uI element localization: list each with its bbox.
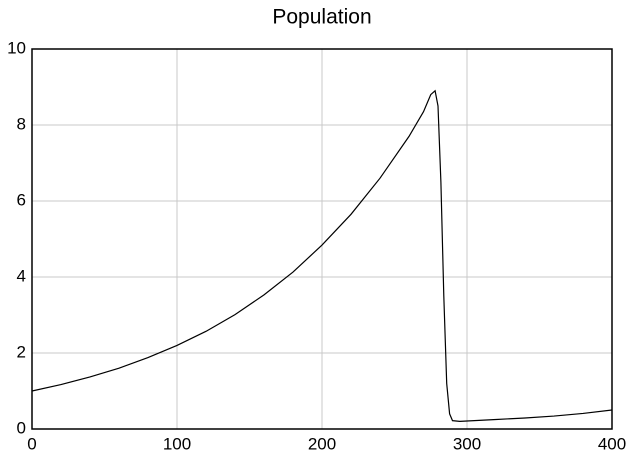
line <box>31 89 613 423</box>
x-tick-label: 100 <box>163 434 191 453</box>
chart-title: Population <box>272 6 371 29</box>
x-tick-label: 0 <box>27 434 36 453</box>
x-tick-label: 400 <box>598 434 626 453</box>
plot-frame <box>31 48 613 430</box>
y-tick-label: 4 <box>17 266 26 285</box>
y-tick-label: 0 <box>17 418 26 437</box>
y-tick-label: 10 <box>7 38 26 57</box>
y-tick-label: 8 <box>17 114 26 133</box>
y-tick-label: 2 <box>17 342 26 361</box>
x-tick-label: 200 <box>308 434 336 453</box>
x-tick-label: 300 <box>453 434 481 453</box>
y-tick-label: 6 <box>17 190 26 209</box>
